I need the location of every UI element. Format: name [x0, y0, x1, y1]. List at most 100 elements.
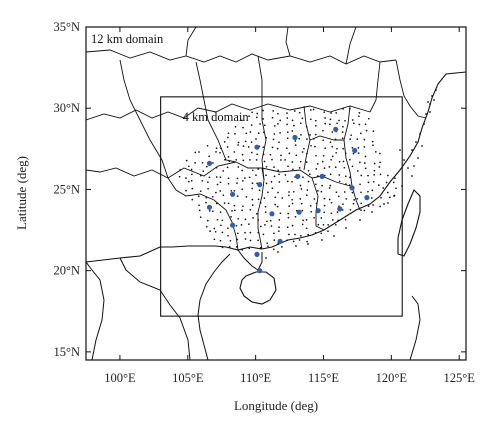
grid-point — [357, 147, 360, 149]
grid-point — [367, 181, 370, 184]
grid-point — [226, 146, 229, 148]
station-marker — [230, 222, 236, 228]
grid-point — [287, 212, 290, 215]
grid-point — [273, 239, 276, 241]
grid-point — [262, 146, 265, 149]
grid-point — [294, 140, 297, 142]
coast-point — [399, 149, 401, 151]
grid-point — [249, 208, 252, 211]
grid-point — [191, 187, 194, 190]
grid-point — [271, 146, 274, 149]
grid-point — [205, 225, 208, 228]
grid-point — [352, 122, 355, 125]
y-tick-label: 30°N — [53, 101, 80, 115]
grid-point — [387, 202, 389, 204]
grid-point — [185, 189, 187, 192]
grid-point — [324, 117, 326, 119]
grid-point — [265, 174, 267, 177]
grid-point — [367, 205, 370, 207]
grid-point — [250, 151, 253, 154]
grid-point — [262, 118, 265, 120]
grid-point — [356, 138, 359, 140]
grid-point — [305, 125, 308, 128]
station-marker — [296, 209, 302, 215]
grid-point — [211, 195, 214, 198]
grid-point — [285, 147, 288, 150]
grid-point — [237, 141, 240, 144]
grid-point — [233, 190, 236, 192]
grid-point — [367, 174, 369, 177]
grid-point — [299, 160, 302, 163]
grid-point — [280, 154, 282, 157]
grid-point — [251, 187, 254, 190]
station-marker — [230, 191, 236, 197]
grid-point — [259, 225, 262, 228]
grid-point — [233, 204, 236, 207]
grid-point — [248, 247, 251, 250]
grid-point — [363, 209, 366, 212]
grid-point — [256, 112, 259, 115]
grid-point — [336, 147, 338, 150]
grid-point — [216, 183, 219, 186]
grid-point — [364, 123, 367, 126]
coast-point — [427, 101, 429, 103]
grid-point — [308, 173, 311, 176]
coast-point — [413, 165, 415, 167]
grid-point — [300, 134, 302, 136]
grid-point — [274, 196, 277, 199]
grid-point — [227, 136, 229, 139]
grid-point — [213, 238, 216, 241]
grid-point — [309, 134, 311, 136]
grid-point — [257, 231, 260, 234]
grid-point — [255, 138, 257, 140]
grid-point — [277, 169, 280, 172]
grid-point — [262, 233, 265, 236]
grid-point — [330, 158, 332, 161]
station-marker — [333, 126, 339, 132]
grid-point — [385, 181, 388, 184]
grid-point — [264, 205, 267, 208]
coast-points — [265, 89, 437, 259]
grid-point — [251, 204, 254, 206]
grid-point — [190, 168, 193, 171]
grid-point — [306, 138, 308, 140]
grid-point — [271, 158, 273, 161]
station-marker — [295, 173, 301, 179]
grid-point — [374, 151, 377, 153]
grid-point — [265, 136, 268, 139]
grid-point — [212, 162, 214, 164]
station-marker — [269, 211, 275, 217]
grid-point — [349, 176, 351, 179]
grid-point — [309, 109, 312, 111]
x-axis-ticks: 100°E 105°E 110°E 115°E 120°E 125°E — [104, 27, 475, 385]
grid-point — [270, 225, 273, 227]
grid-point — [259, 246, 262, 249]
grid-point — [298, 111, 301, 114]
grid-point — [342, 160, 345, 163]
grid-point — [380, 196, 382, 199]
grid-point — [267, 191, 269, 194]
grid-point — [244, 238, 247, 240]
grid-point — [291, 202, 294, 205]
grid-point — [271, 187, 274, 190]
station-marker — [206, 160, 213, 166]
grid-point — [255, 174, 257, 177]
grid-point — [338, 119, 340, 122]
grid-point — [298, 239, 301, 241]
grid-point — [301, 151, 304, 153]
grid-point — [257, 198, 260, 201]
x-axis-title: Longitude (deg) — [234, 398, 318, 413]
grid-point — [220, 147, 222, 150]
grid-point — [262, 109, 264, 112]
grid-point — [264, 211, 267, 213]
grid-point — [266, 242, 269, 245]
grid-point — [230, 215, 232, 218]
grid-point — [205, 165, 208, 168]
grid-point — [266, 220, 268, 223]
grid-point — [351, 119, 354, 121]
grid-point — [215, 176, 218, 178]
luzon-island — [409, 295, 421, 360]
grid-point — [179, 168, 182, 171]
grid-point — [330, 212, 333, 215]
